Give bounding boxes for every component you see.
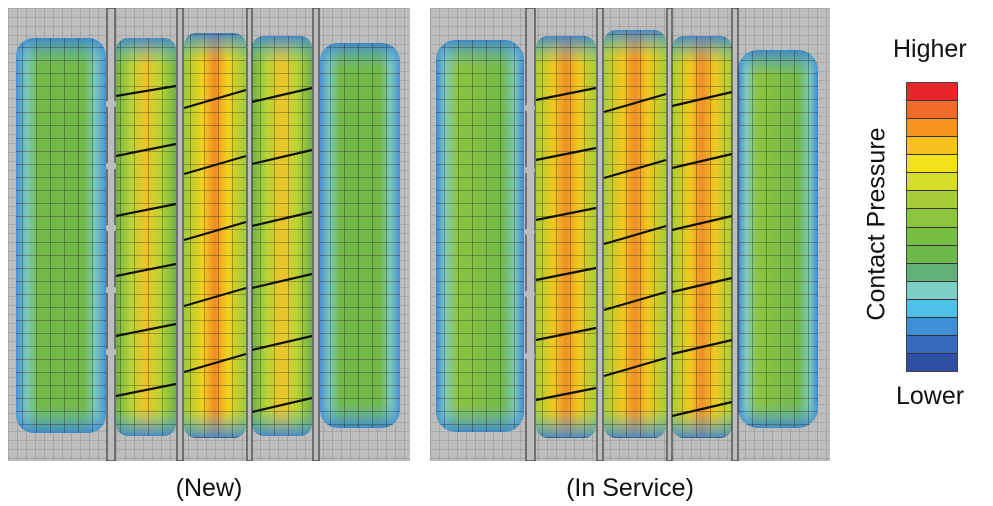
color-swatch [907, 119, 957, 138]
legend-title-text: Contact Pressure [862, 127, 891, 321]
color-swatch [907, 245, 957, 264]
legend-high-label: Higher [893, 35, 967, 63]
color-swatch [907, 263, 957, 282]
color-swatch [907, 137, 957, 156]
color-swatch [907, 191, 957, 210]
color-swatch [907, 353, 957, 371]
footprint-in-service [430, 8, 830, 461]
color-swatch [907, 281, 957, 300]
color-swatch [907, 155, 957, 174]
footprint-new [8, 8, 410, 461]
color-swatch [907, 173, 957, 192]
caption-in-service: (In Service) [566, 474, 694, 502]
color-swatch [907, 227, 957, 246]
legend-low-label: Lower [896, 382, 965, 410]
color-scale-bar [906, 82, 958, 372]
color-swatch [907, 335, 957, 354]
color-swatch [907, 317, 957, 336]
color-swatch [907, 83, 957, 102]
color-swatch [907, 101, 957, 120]
caption-new: (New) [175, 474, 243, 502]
color-swatch [907, 299, 957, 318]
color-swatch [907, 209, 957, 228]
